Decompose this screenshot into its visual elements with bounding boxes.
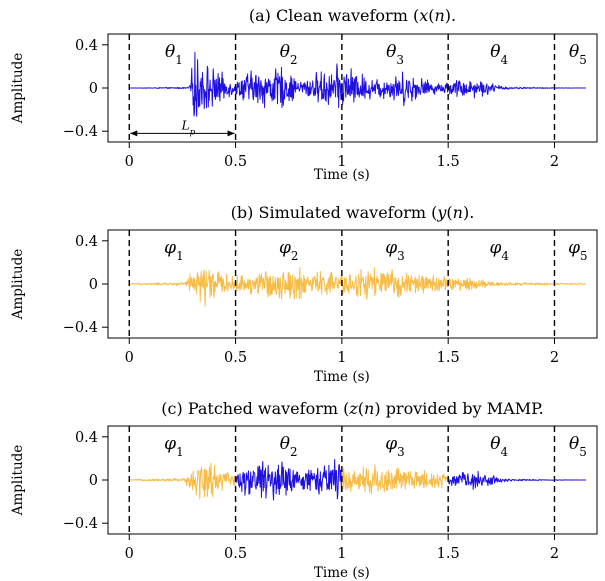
waveform-series-1 <box>129 51 587 117</box>
segment-label: θ5 <box>569 434 587 459</box>
segment-label: θ2 <box>280 42 298 67</box>
y-tick-label: 0.4 <box>75 234 98 250</box>
segment-label: φ3 <box>385 434 404 459</box>
segment-label: θ2 <box>280 434 298 459</box>
x-axis-label: Time (s) <box>314 565 370 581</box>
waveform-series-1 <box>128 267 587 307</box>
x-tick-label: 1 <box>337 546 346 562</box>
segment-label: φ1 <box>164 434 183 459</box>
y-axis-label: Amplitude <box>10 445 26 517</box>
waveform-series-2 <box>235 458 587 501</box>
panel-1: (a) Clean waveform (x(n). 0.4 0 −0.4 0 0.5 1 1.… <box>10 6 598 183</box>
x-tick-label: 0.5 <box>224 350 247 366</box>
x-axis-label: Time (s) <box>314 167 370 183</box>
segment-label: φ1 <box>164 238 183 263</box>
x-tick-label: 0 <box>125 350 134 366</box>
y-tick-label: 0.4 <box>75 430 98 446</box>
y-tick-label: −0.4 <box>63 516 98 532</box>
x-tick-label: 1.5 <box>437 350 460 366</box>
lp-arrowhead-right <box>227 130 235 137</box>
x-tick-label: 0.5 <box>224 154 247 170</box>
panel-title: (c) Patched waveform (z(n) provided by M… <box>161 399 543 418</box>
x-tick-label: 1 <box>337 154 346 170</box>
segment-label: θ3 <box>386 42 404 67</box>
waveform-series-1 <box>129 462 449 500</box>
y-tick-label: 0 <box>89 277 98 293</box>
panel-title: (b) Simulated waveform (y(n). <box>231 203 475 222</box>
y-axis-label: Amplitude <box>10 249 26 321</box>
x-tick-label: 0 <box>125 546 134 562</box>
panel-2: (b) Simulated waveform (y(n). 0.4 0 −0.4 0 0.… <box>10 203 598 385</box>
segment-label: φ5 <box>568 238 587 263</box>
segment-label: θ1 <box>165 42 183 67</box>
panel-3: (c) Patched waveform (z(n) provided by M… <box>10 399 598 581</box>
y-tick-label: 0 <box>89 81 98 97</box>
y-tick-label: −0.4 <box>63 124 98 140</box>
y-tick-label: 0.4 <box>75 38 98 54</box>
x-tick-label: 2 <box>550 546 559 562</box>
segment-label: φ2 <box>279 238 298 263</box>
x-tick-label: 0.5 <box>224 546 247 562</box>
x-axis-label: Time (s) <box>314 369 370 385</box>
y-tick-label: −0.4 <box>63 320 98 336</box>
segment-label: θ4 <box>490 434 508 459</box>
x-tick-label: 0 <box>125 154 134 170</box>
panel-title: (a) Clean waveform (x(n). <box>249 6 456 25</box>
y-axis-label: Amplitude <box>10 53 26 125</box>
x-tick-label: 2 <box>550 154 559 170</box>
lp-arrowhead-left <box>130 130 138 137</box>
segment-label: φ3 <box>385 238 404 263</box>
x-tick-label: 2 <box>550 350 559 366</box>
segment-label: θ5 <box>569 42 587 67</box>
x-tick-label: 1.5 <box>437 546 460 562</box>
x-tick-label: 1 <box>337 350 346 366</box>
y-tick-label: 0 <box>89 473 98 489</box>
lp-label: Lp <box>181 118 196 137</box>
segment-label: θ4 <box>490 42 508 67</box>
x-tick-label: 1.5 <box>437 154 460 170</box>
segment-label: φ4 <box>489 238 508 263</box>
